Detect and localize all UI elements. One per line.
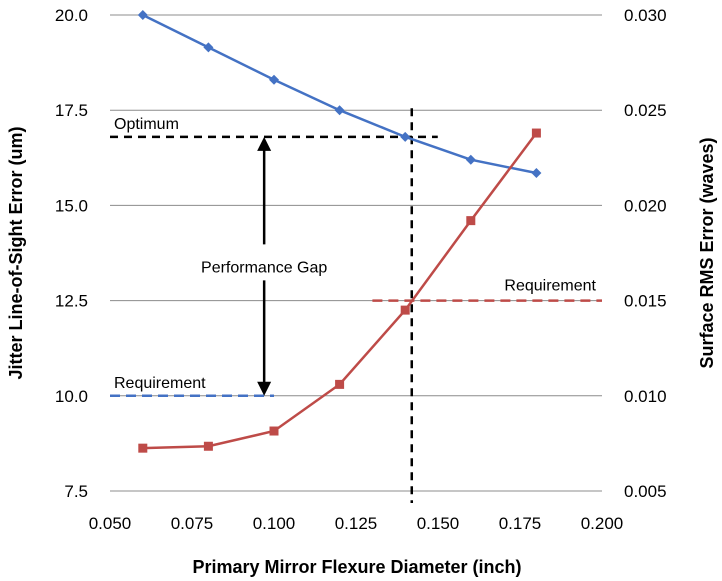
y-left-tick-label: 7.5 <box>64 482 88 501</box>
series-1-point <box>531 128 541 138</box>
y-left-axis-title: Jitter Line-of-Sight Error (um) <box>6 127 26 380</box>
x-tick-label: 0.200 <box>581 514 624 533</box>
series-line-0 <box>142 13 537 175</box>
performance-gap-label: Performance Gap <box>201 259 327 276</box>
x-tick-label: 0.150 <box>417 514 460 533</box>
y-right-tick-label: 0.020 <box>624 196 667 215</box>
x-tick-label: 0.175 <box>499 514 542 533</box>
annotations: Optimum Requirement Requirement Performance… <box>110 108 602 503</box>
x-tick-labels: 0.050 0.075 0.100 0.125 0.150 0.175 0.200 <box>89 514 624 533</box>
series-0-point <box>334 105 345 116</box>
series-1-point <box>138 443 148 453</box>
series-1-point <box>203 441 213 451</box>
y-right-tick-label: 0.025 <box>624 101 667 120</box>
requirement-left-label: Requirement <box>114 375 206 392</box>
x-tick-label: 0.075 <box>171 514 214 533</box>
y-left-tick-label: 10.0 <box>55 387 88 406</box>
y-right-tick-label: 0.015 <box>624 292 667 311</box>
x-tick-label: 0.100 <box>253 514 296 533</box>
series-1-point <box>466 216 476 226</box>
y-right-tick-labels: 0.005 0.010 0.015 0.020 0.025 0.030 <box>624 6 667 501</box>
y-left-tick-label: 15.0 <box>55 196 88 215</box>
gridlines <box>110 14 602 492</box>
gap-arrowhead-down <box>257 381 272 396</box>
series-0-point <box>531 168 542 179</box>
y-left-tick-label: 12.5 <box>55 292 88 311</box>
optimum-label: Optimum <box>114 116 179 133</box>
y-right-axis-title: Surface RMS Error (waves) <box>697 137 717 368</box>
series-0-point <box>203 42 214 53</box>
series-0-point <box>465 154 476 165</box>
series-line-1 <box>142 132 538 450</box>
x-tick-label: 0.125 <box>335 514 378 533</box>
y-right-tick-label: 0.010 <box>624 387 667 406</box>
series-1-point <box>400 305 410 315</box>
series-1-point <box>335 379 345 389</box>
y-right-tick-label: 0.005 <box>624 482 667 501</box>
series-0-point <box>400 131 411 142</box>
series-1-point <box>269 426 279 436</box>
series-group <box>137 10 542 453</box>
x-tick-label: 0.050 <box>89 514 132 533</box>
x-axis-title: Primary Mirror Flexure Diameter (inch) <box>192 557 521 577</box>
gap-arrowhead-up <box>257 136 272 151</box>
y-right-tick-label: 0.030 <box>624 6 667 25</box>
y-left-tick-label: 20.0 <box>55 6 88 25</box>
y-left-tick-labels: 7.5 10.0 12.5 15.0 17.5 20.0 <box>55 6 88 501</box>
series-0-point <box>269 74 279 85</box>
y-left-tick-label: 17.5 <box>55 101 88 120</box>
requirement-right-label: Requirement <box>504 278 596 295</box>
series-0-point <box>137 10 148 20</box>
